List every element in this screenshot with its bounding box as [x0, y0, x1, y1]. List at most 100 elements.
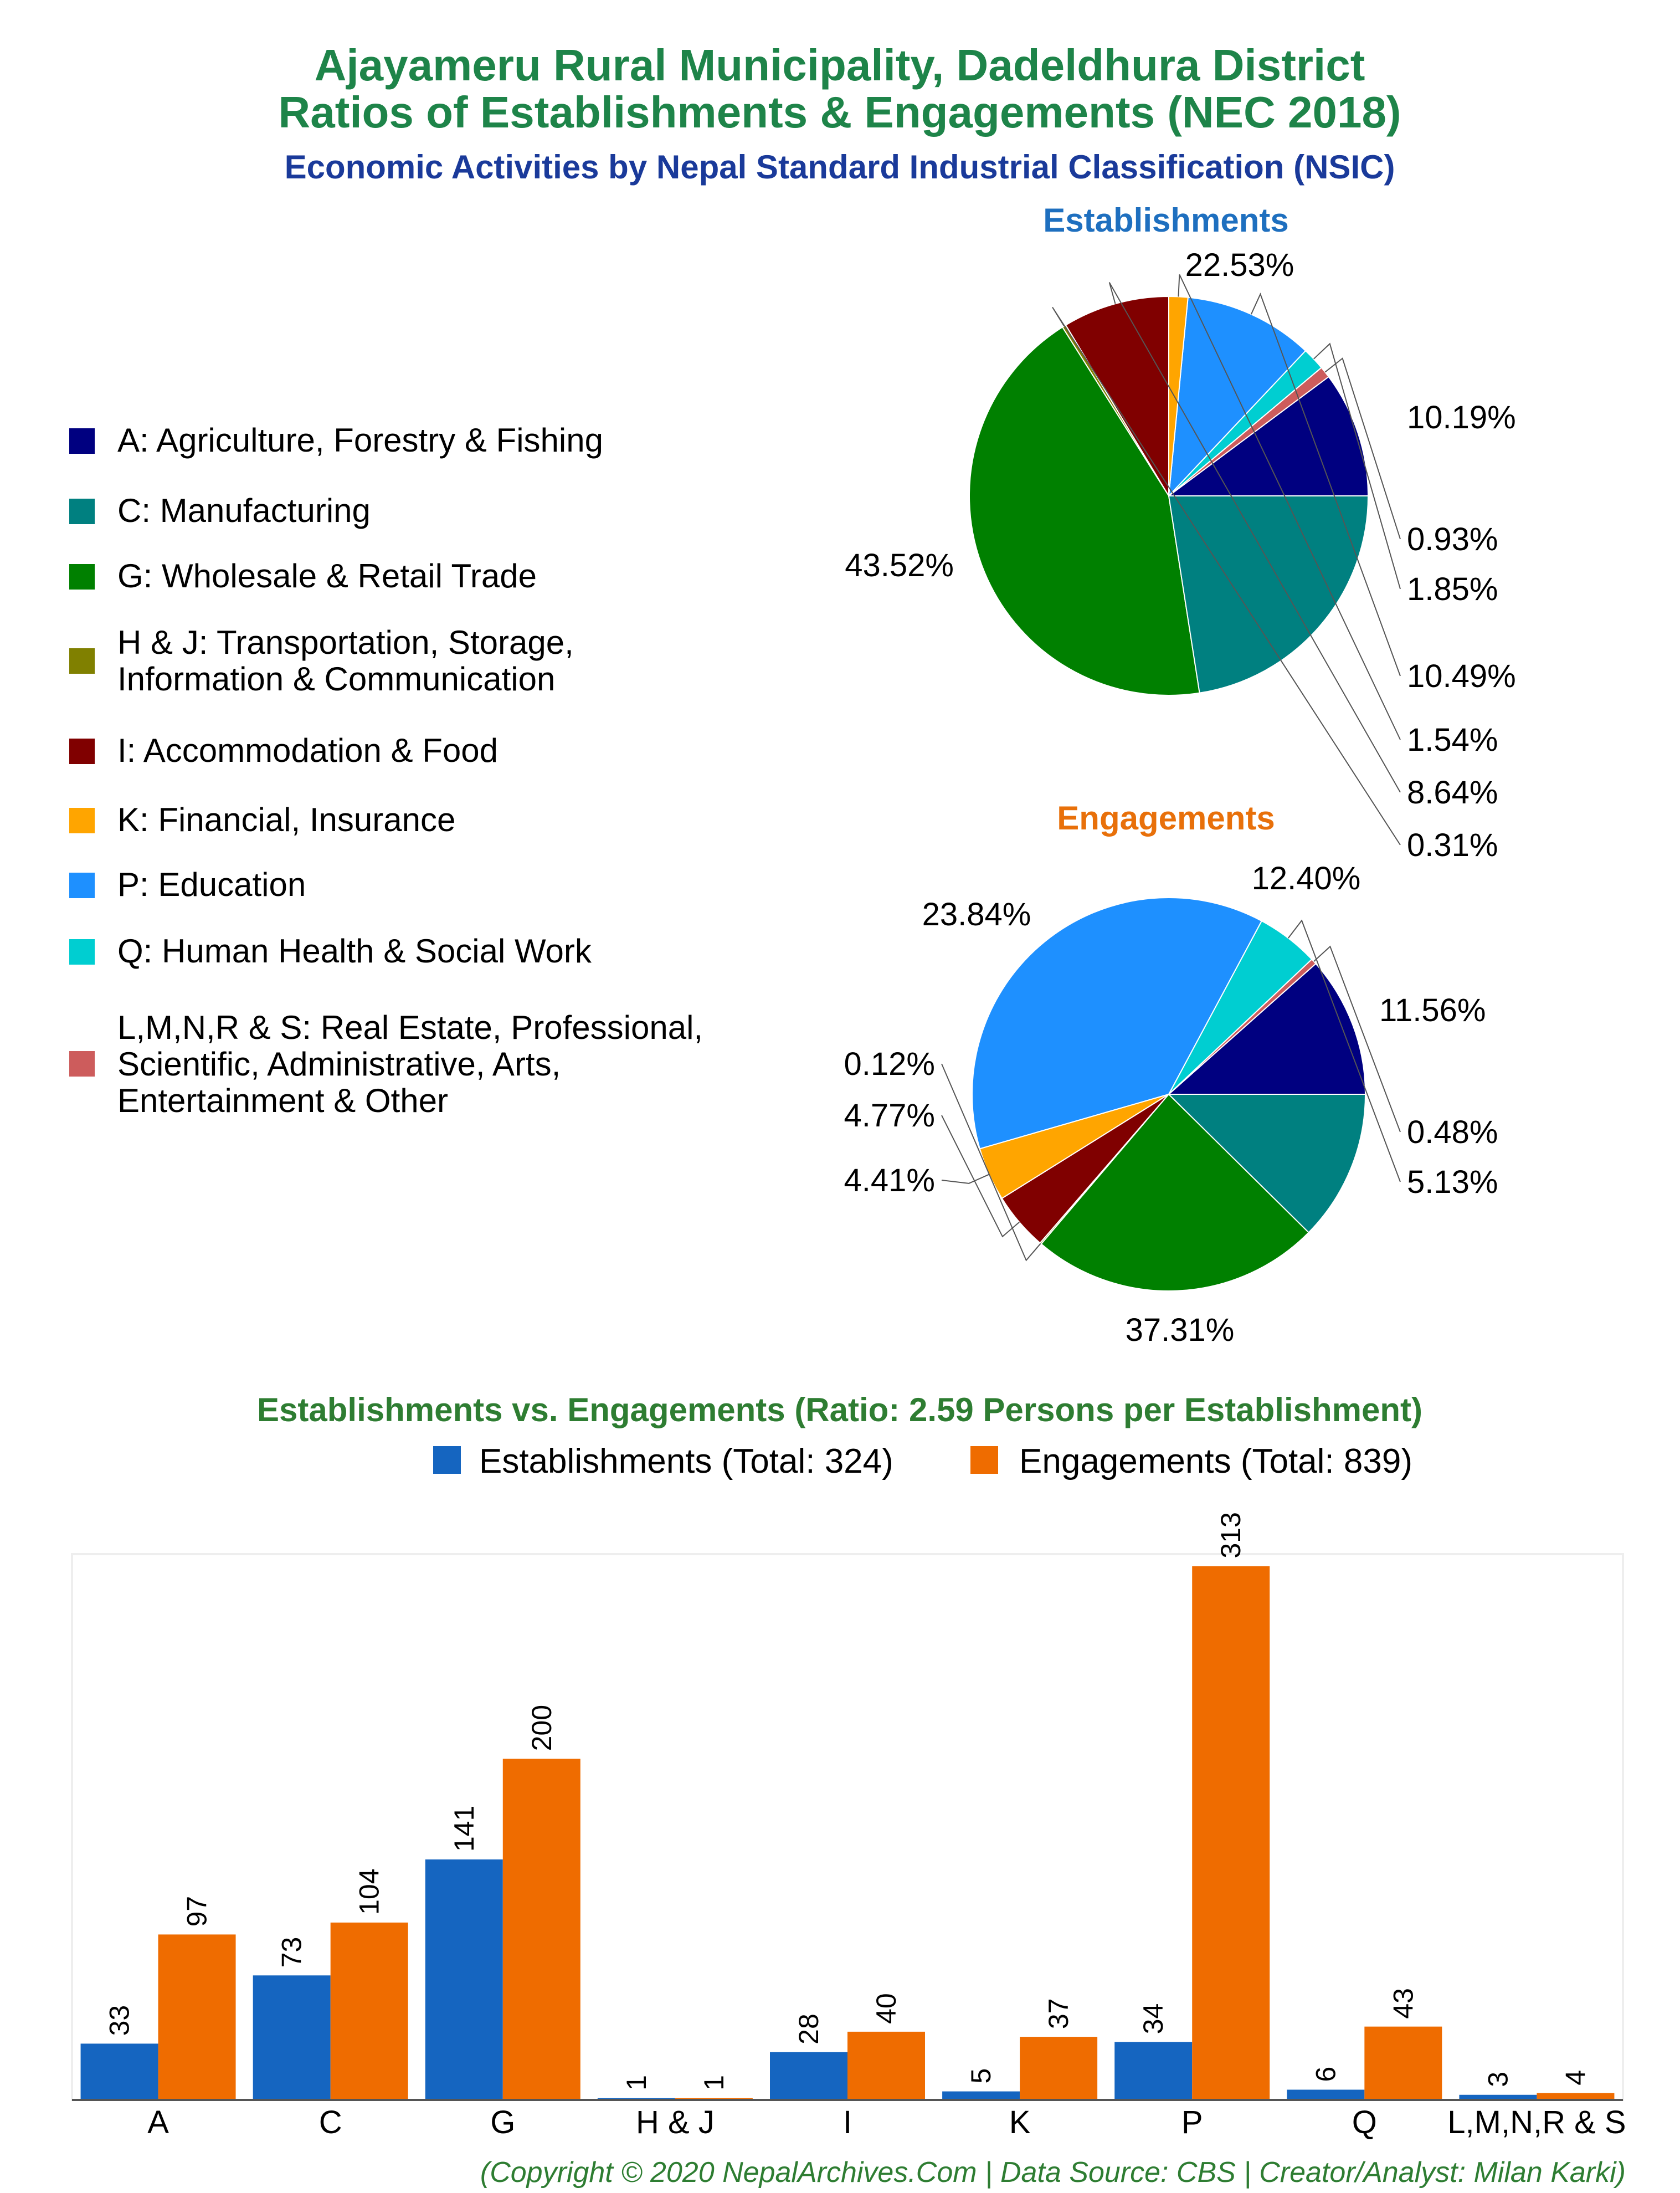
- bar-chart-title: Establishments vs. Engagements (Ratio: 2…: [257, 1391, 1422, 1428]
- bar-x-tick-k: K: [1009, 2104, 1031, 2140]
- est-pie-label-c: 22.53%: [1185, 247, 1294, 283]
- eng-pie-label-c: 12.40%: [1252, 860, 1361, 896]
- eng-bar-i: [847, 2031, 925, 2100]
- est-pie-label-i: 8.64%: [1407, 775, 1498, 811]
- legend-label-4: Information & Communication: [117, 660, 555, 698]
- establishments-pie-labels: 10.19% 0.93% 1.85% 10.49% 1.54% 8.64% 0.31% 43.…: [845, 247, 1515, 863]
- eng-pie-slice-a: [1167, 962, 1366, 1095]
- est-bar-value-g: 141: [449, 1806, 480, 1852]
- est-pie-leader-l-m-n-r-s: [1324, 357, 1401, 540]
- engagements-pie: [972, 897, 1366, 1292]
- est-pie-label-a: 10.19%: [1407, 399, 1516, 435]
- legend-label-4: H & J: Transportation, Storage,: [117, 624, 574, 661]
- bar-x-tick-h-j: H & J: [636, 2104, 715, 2140]
- est-pie-label-g: 43.52%: [845, 547, 954, 583]
- page-title-line1: Ajayameru Rural Municipality, Dadeldhura…: [315, 40, 1365, 90]
- eng-bar-value-g: 200: [526, 1705, 557, 1751]
- eng-bar-value-i: 40: [871, 1993, 902, 2024]
- est-pie-leader-k: [1178, 274, 1401, 740]
- legend-label-7: P: Education: [117, 866, 306, 903]
- eng-pie-label-i: 4.77%: [844, 1098, 935, 1134]
- est-pie-leader-p: [1250, 293, 1401, 677]
- legend-label-9: Entertainment & Other: [117, 1082, 448, 1119]
- est-pie-label-h-j: 0.31%: [1407, 827, 1498, 863]
- bar-legend: Establishments (Total: 324) Engagements …: [433, 1442, 1412, 1480]
- legend-swatch-5: [69, 739, 95, 764]
- legend-label-9: L,M,N,R & S: Real Estate, Professional,: [117, 1009, 703, 1046]
- est-bar-value-k: 5: [965, 2068, 996, 2084]
- eng-pie-label-h-j: 0.12%: [844, 1046, 935, 1082]
- legend-swatch-6: [69, 808, 95, 833]
- legend-label-3: G: Wholesale & Retail Trade: [117, 557, 537, 595]
- est-bar-l-m-n-r-s: [1459, 2094, 1537, 2100]
- legend-swatch-7: [69, 873, 95, 898]
- legend-label-9: Scientific, Administrative, Arts,: [117, 1046, 561, 1083]
- engagements-pie-title: Engagements: [1057, 800, 1275, 837]
- bar-legend-engagements-label: Engagements (Total: 839): [1019, 1442, 1412, 1480]
- est-pie-leader-h-j: [1052, 306, 1401, 846]
- footer-credit: (Copyright © 2020 NepalArchives.Com | Da…: [480, 2156, 1626, 2189]
- bar-legend-engagements-swatch: [970, 1446, 998, 1474]
- eng-pie-label-g: 23.84%: [922, 896, 1031, 932]
- eng-pie-label-a: 11.56%: [1379, 992, 1486, 1028]
- legend-swatch-3: [69, 564, 95, 590]
- eng-pie-leader-l-m-n-r-s: [1313, 945, 1401, 1133]
- eng-pie-leader-k: [941, 1174, 990, 1184]
- est-bar-a: [80, 2043, 158, 2100]
- est-pie-slice-a: [1167, 376, 1369, 496]
- est-bar-value-l-m-n-r-s: 3: [1482, 2072, 1513, 2087]
- page-title-line2: Ratios of Establishments & Engagements (…: [278, 88, 1401, 137]
- est-pie-label-q: 1.85%: [1407, 571, 1498, 607]
- est-pie-label-p: 10.49%: [1407, 658, 1516, 694]
- eng-bar-q: [1364, 2026, 1442, 2100]
- eng-bar-value-c: 104: [354, 1868, 385, 1914]
- est-pie-slice-c: [1168, 495, 1369, 694]
- bar-x-tick-p: P: [1181, 2104, 1203, 2140]
- legend-swatch-1: [69, 428, 95, 454]
- bar-x-tick-a: A: [147, 2104, 169, 2140]
- legend-label-5: I: Accommodation & Food: [117, 732, 498, 769]
- eng-bar-l-m-n-r-s: [1537, 2093, 1615, 2100]
- est-bar-value-a: 33: [104, 2005, 135, 2036]
- eng-pie-label-k: 4.41%: [844, 1162, 935, 1198]
- eng-pie-slice-p: [972, 897, 1263, 1150]
- legend-swatch-4: [69, 648, 95, 674]
- eng-bar-value-h-j: 1: [698, 2075, 729, 2090]
- eng-bar-value-l-m-n-r-s: 4: [1560, 2070, 1591, 2086]
- eng-pie-slice-g: [1040, 1093, 1310, 1292]
- bar-legend-establishments-swatch: [433, 1446, 461, 1474]
- est-bar-q: [1287, 2089, 1365, 2100]
- eng-pie-label-q: 5.13%: [1407, 1164, 1498, 1200]
- eng-bar-value-q: 43: [1388, 1988, 1419, 2019]
- legend-swatch-2: [69, 499, 95, 524]
- legend-label-2: C: Manufacturing: [117, 492, 371, 529]
- est-bar-p: [1114, 2042, 1193, 2100]
- est-pie-slice-i: [1065, 295, 1169, 498]
- bar-x-tick-g: G: [490, 2104, 515, 2140]
- bar-legend-establishments-label: Establishments (Total: 324): [479, 1442, 893, 1480]
- eng-pie-slice-c: [1167, 1094, 1366, 1233]
- est-bar-value-p: 34: [1138, 2004, 1169, 2035]
- eng-pie-leader-h-j: [941, 1063, 1041, 1262]
- page-subtitle: Economic Activities by Nepal Standard In…: [285, 148, 1395, 186]
- est-bar-c: [253, 1975, 331, 2100]
- eng-pie-leader-i: [941, 1115, 1020, 1238]
- est-pie-label-l-m-n-r-s: 0.93%: [1407, 521, 1498, 557]
- establishments-pie-title: Establishments: [1043, 202, 1288, 239]
- est-bar-value-h-j: 1: [621, 2075, 652, 2090]
- est-pie-leader-q: [1313, 342, 1401, 590]
- eng-bar-value-p: 313: [1215, 1512, 1246, 1558]
- eng-bar-value-k: 37: [1043, 1998, 1074, 2029]
- eng-bar-a: [158, 1934, 236, 2100]
- legend-label-6: K: Financial, Insurance: [117, 801, 455, 838]
- eng-bar-g: [502, 1759, 580, 2100]
- engagements-pie-labels: 11.56% 0.48% 5.13% 37.31% 4.41% 4.77% 0.12% 23.…: [844, 860, 1498, 1348]
- eng-pie-label-p: 37.31%: [1126, 1312, 1235, 1348]
- legend-label-1: A: Agriculture, Forestry & Fishing: [117, 422, 603, 459]
- category-legend: A: Agriculture, Forestry & Fishing C: Man…: [69, 422, 703, 1119]
- eng-bar-p: [1192, 1566, 1270, 2100]
- est-bar-value-c: 73: [276, 1937, 307, 1968]
- bar-x-tick-c: C: [319, 2104, 342, 2140]
